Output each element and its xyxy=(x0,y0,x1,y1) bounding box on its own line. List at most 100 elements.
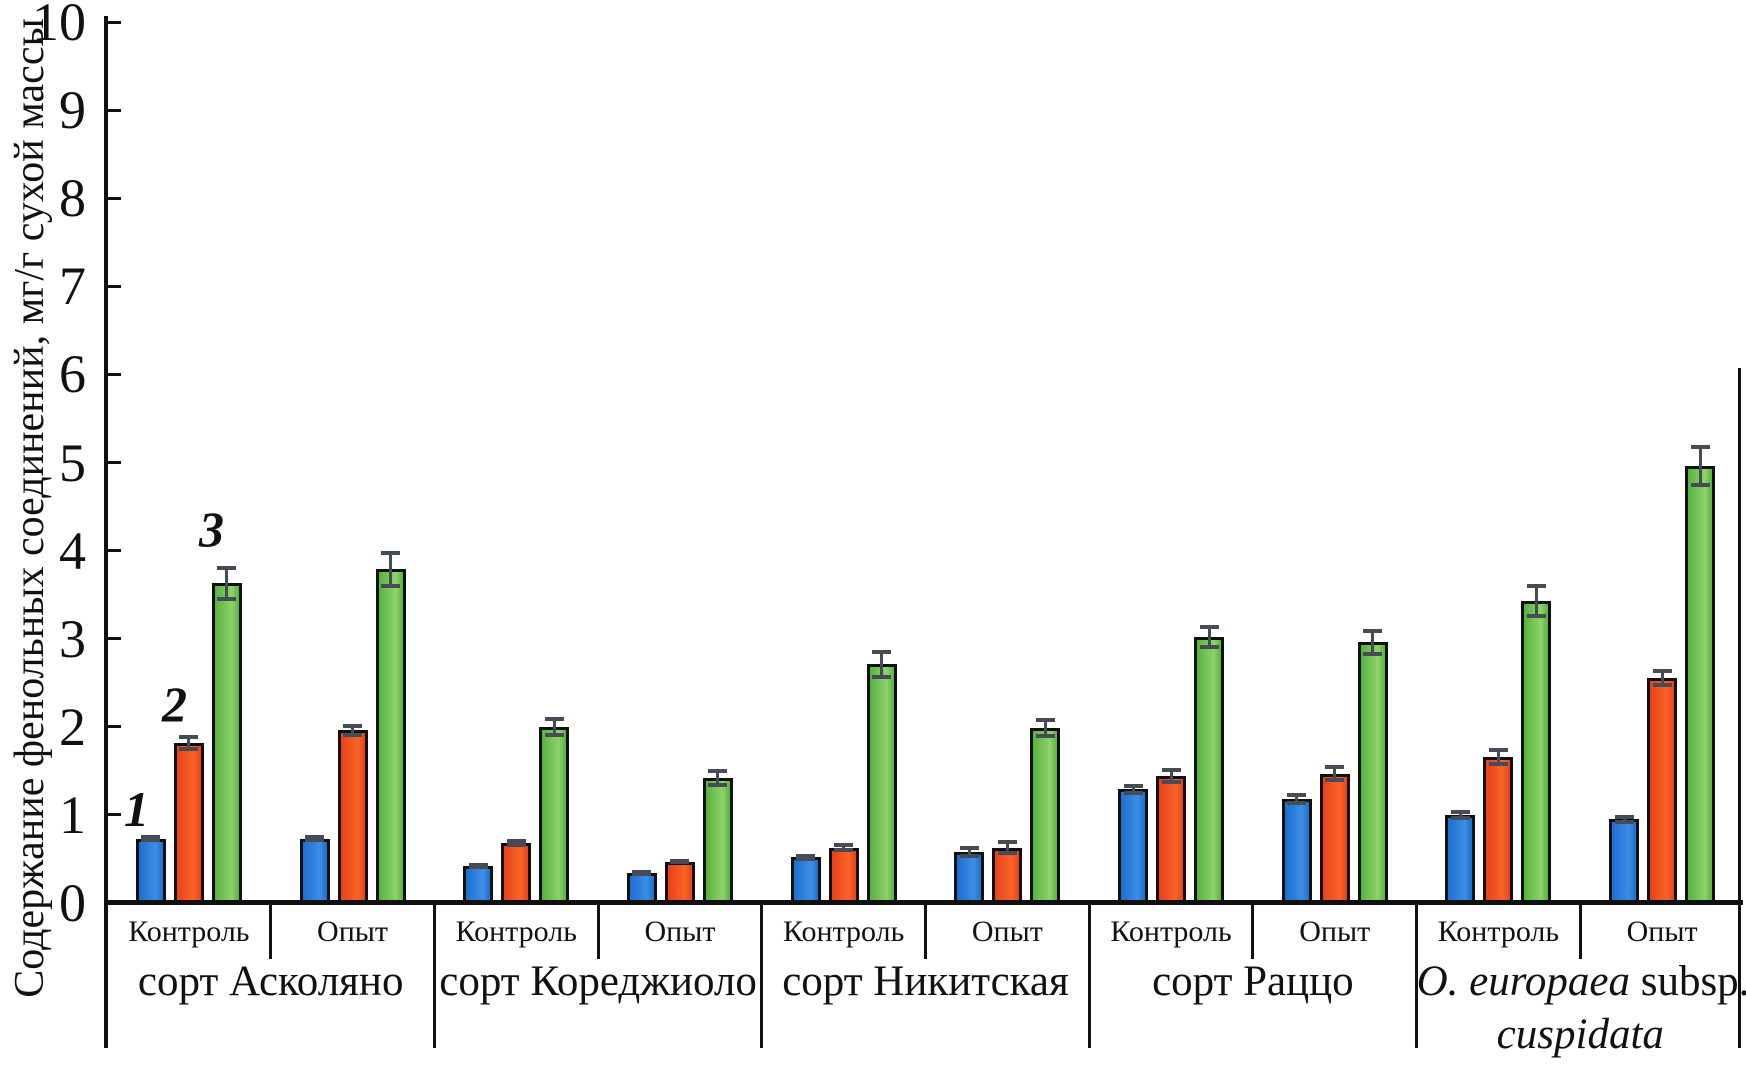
group-label-segment: сорт Никитская xyxy=(782,958,1069,1005)
error-bar-stem xyxy=(187,735,191,750)
y-tick-mark xyxy=(107,284,121,288)
bar-series-3 xyxy=(1357,642,1388,903)
condition-separator xyxy=(269,903,273,959)
bar-series-3 xyxy=(1521,600,1552,903)
error-bar-cap-top xyxy=(381,550,400,555)
error-bar-cap-bottom xyxy=(544,732,564,737)
error-bar-cap-top xyxy=(872,650,892,654)
condition-separator xyxy=(1251,903,1255,959)
error-bar-cap-top xyxy=(1526,584,1546,588)
y-tick-label: 10 xyxy=(32,0,86,52)
y-tick-label: 3 xyxy=(59,608,86,669)
error-bar-stem xyxy=(842,844,846,851)
bar-series-1 xyxy=(1118,789,1148,903)
error-bar-cap-bottom xyxy=(1488,761,1508,766)
x-axis-line xyxy=(104,900,1743,905)
group-label: cuspidata xyxy=(1417,1008,1744,1062)
error-bar-cap-bottom xyxy=(1526,613,1546,618)
condition-label-experiment: Опыт xyxy=(1299,915,1371,948)
y-tick-label: 6 xyxy=(59,344,86,405)
condition-label-experiment: Опыт xyxy=(317,915,389,948)
bar-series-1 xyxy=(463,866,494,903)
error-bar-cap-bottom xyxy=(1035,733,1055,738)
condition-label-control: Контроль xyxy=(1437,915,1560,948)
error-bar-cap-bottom xyxy=(1450,816,1470,821)
condition-label-control: Контроль xyxy=(1110,915,1232,948)
error-bar-stem xyxy=(1207,625,1211,649)
error-bar-cap-bottom xyxy=(141,838,161,843)
condition-label-control: Контроль xyxy=(782,915,905,948)
error-bar-cap-bottom xyxy=(834,848,854,852)
error-bar-cap-top xyxy=(1690,444,1710,449)
error-bar-cap-bottom xyxy=(959,854,979,859)
group-label: сорт Никитская xyxy=(762,955,1089,1009)
error-bar-cap-bottom xyxy=(1652,683,1672,688)
group-label: сорт Кореджиоло xyxy=(434,955,761,1009)
y-tick-label: 8 xyxy=(59,168,86,229)
error-bar-stem xyxy=(1005,841,1009,854)
error-bar-cap-bottom xyxy=(506,842,526,847)
error-bar-cap-top xyxy=(1614,814,1634,819)
error-bar-cap-top xyxy=(1123,783,1143,788)
y-tick-label: 9 xyxy=(59,80,86,141)
condition-label-experiment: Опыт xyxy=(644,915,716,948)
error-bar-stem xyxy=(1496,748,1500,765)
error-bar-cap-top xyxy=(708,769,728,773)
bar-series-1 xyxy=(135,838,166,903)
plot-right-border xyxy=(1738,368,1741,1048)
error-bar-cap-top xyxy=(959,845,979,850)
error-bar-stem xyxy=(1698,445,1702,487)
error-bar-cap-bottom xyxy=(1325,777,1345,782)
y-tick-mark xyxy=(107,196,121,200)
error-bar-cap-bottom xyxy=(632,871,652,876)
error-bar-cap-top xyxy=(343,724,362,728)
error-bar-cap-bottom xyxy=(1123,790,1143,795)
group-separator xyxy=(1415,903,1419,1048)
error-bar-stem xyxy=(1534,585,1538,617)
bar-series-1 xyxy=(299,838,330,903)
y-tick-label: 0 xyxy=(59,873,86,933)
series-annotation-1: 1 xyxy=(124,781,149,837)
y-tick-mark xyxy=(107,637,121,641)
error-bar-cap-top xyxy=(1652,669,1672,674)
error-bar-cap-top xyxy=(1161,768,1181,773)
bar-series-2 xyxy=(501,843,532,903)
group-label-segment: subsp. xyxy=(1629,958,1746,1005)
error-bar-cap-top xyxy=(217,565,237,570)
y-tick-label: 4 xyxy=(59,520,86,581)
condition-label-experiment: Опыт xyxy=(1626,915,1698,948)
error-bar-cap-top xyxy=(1488,747,1508,752)
bar-series-2 xyxy=(1647,678,1678,903)
error-bar-cap-bottom xyxy=(1614,819,1634,824)
bar-series-3 xyxy=(1030,727,1061,903)
error-bar-cap-bottom xyxy=(670,860,690,865)
bar-series-1 xyxy=(1445,814,1476,903)
y-tick-label: 7 xyxy=(59,256,86,317)
group-separator xyxy=(1087,903,1091,1048)
y-axis-line xyxy=(104,16,108,1048)
error-bar-cap-bottom xyxy=(217,596,237,601)
error-bar-cap-top xyxy=(305,835,324,839)
bar-series-2 xyxy=(1483,756,1514,903)
error-bar-stem xyxy=(1043,718,1047,737)
error-bar-cap-top xyxy=(796,853,816,858)
error-bar-cap-top xyxy=(1035,717,1055,722)
bar-series-3 xyxy=(375,569,406,903)
y-tick-label: 5 xyxy=(59,432,86,493)
y-tick-mark xyxy=(107,108,121,112)
error-bar-stem xyxy=(716,770,720,786)
error-bar-cap-top xyxy=(997,840,1017,845)
error-bar-cap-bottom xyxy=(305,838,324,843)
error-bar-cap-bottom xyxy=(1161,780,1181,785)
error-bar-stem xyxy=(1131,784,1135,794)
error-bar-cap-top xyxy=(1450,809,1470,814)
error-bar-cap-bottom xyxy=(343,732,362,737)
y-tick-mark xyxy=(107,725,121,729)
y-tick-mark xyxy=(107,813,121,817)
error-bar-stem xyxy=(351,725,354,736)
condition-label-control: Контроль xyxy=(455,915,577,948)
group-label: сорт Асколяно xyxy=(107,955,434,1009)
bar-series-2 xyxy=(1156,776,1186,903)
